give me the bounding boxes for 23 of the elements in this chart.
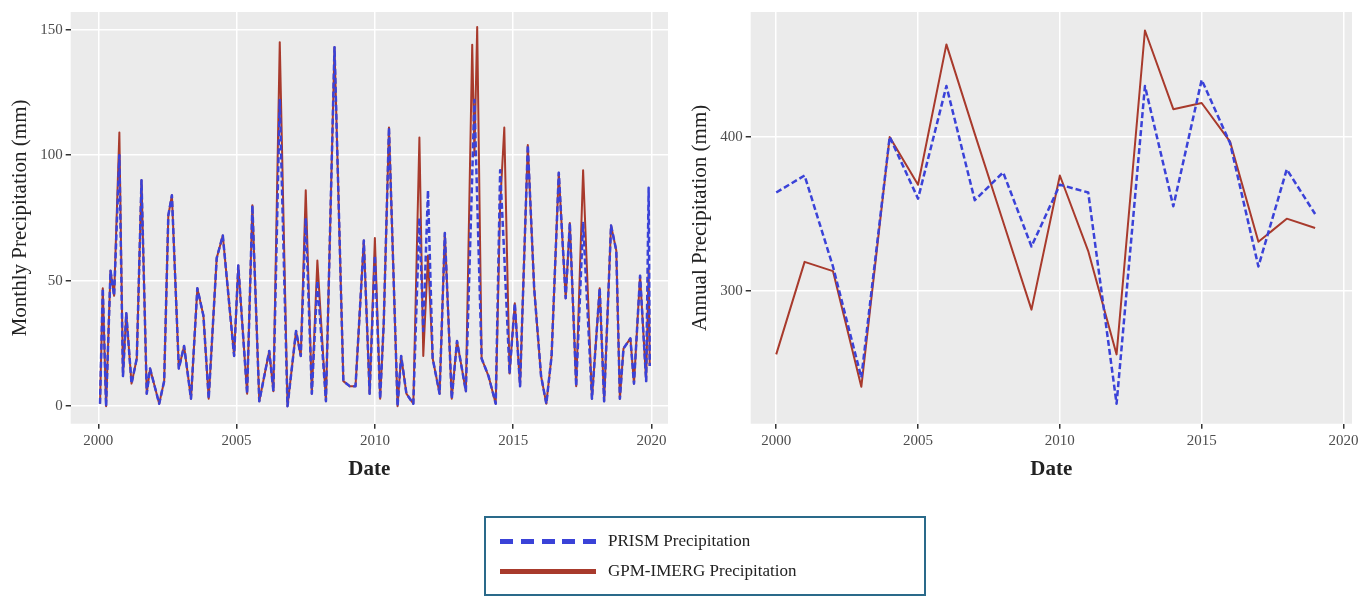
y-tick-label: 300 [720, 282, 743, 299]
x-axis-title: Date [348, 455, 391, 480]
legend-label: GPM-IMERG Precipitation [608, 561, 797, 581]
x-tick-label: 2000 [83, 431, 114, 448]
y-tick-label: 150 [40, 20, 63, 37]
y-tick-label: 400 [720, 127, 743, 144]
x-tick-label: 2000 [761, 431, 792, 448]
y-tick-label: 100 [40, 146, 63, 163]
x-tick-label: 2010 [359, 431, 390, 448]
line-series [774, 78, 1317, 405]
x-tick-label: 2005 [903, 431, 934, 448]
x-tick-label: 2010 [1044, 431, 1075, 448]
x-tick-label: 2020 [1328, 431, 1359, 448]
y-axis-title: Monthly Precipitation (mm) [7, 99, 32, 337]
x-tick-label: 2015 [1186, 431, 1217, 448]
x-tick-label: 2020 [636, 431, 667, 448]
x-axis-title: Date [1030, 455, 1073, 480]
x-tick-label: 2015 [498, 431, 529, 448]
y-tick-label: 0 [55, 397, 63, 414]
y-tick-label: 50 [47, 271, 63, 288]
legend-label: PRISM Precipitation [608, 531, 751, 551]
y-axis-title: Annual Precipitation (mm) [687, 104, 712, 332]
x-tick-label: 2005 [221, 431, 252, 448]
